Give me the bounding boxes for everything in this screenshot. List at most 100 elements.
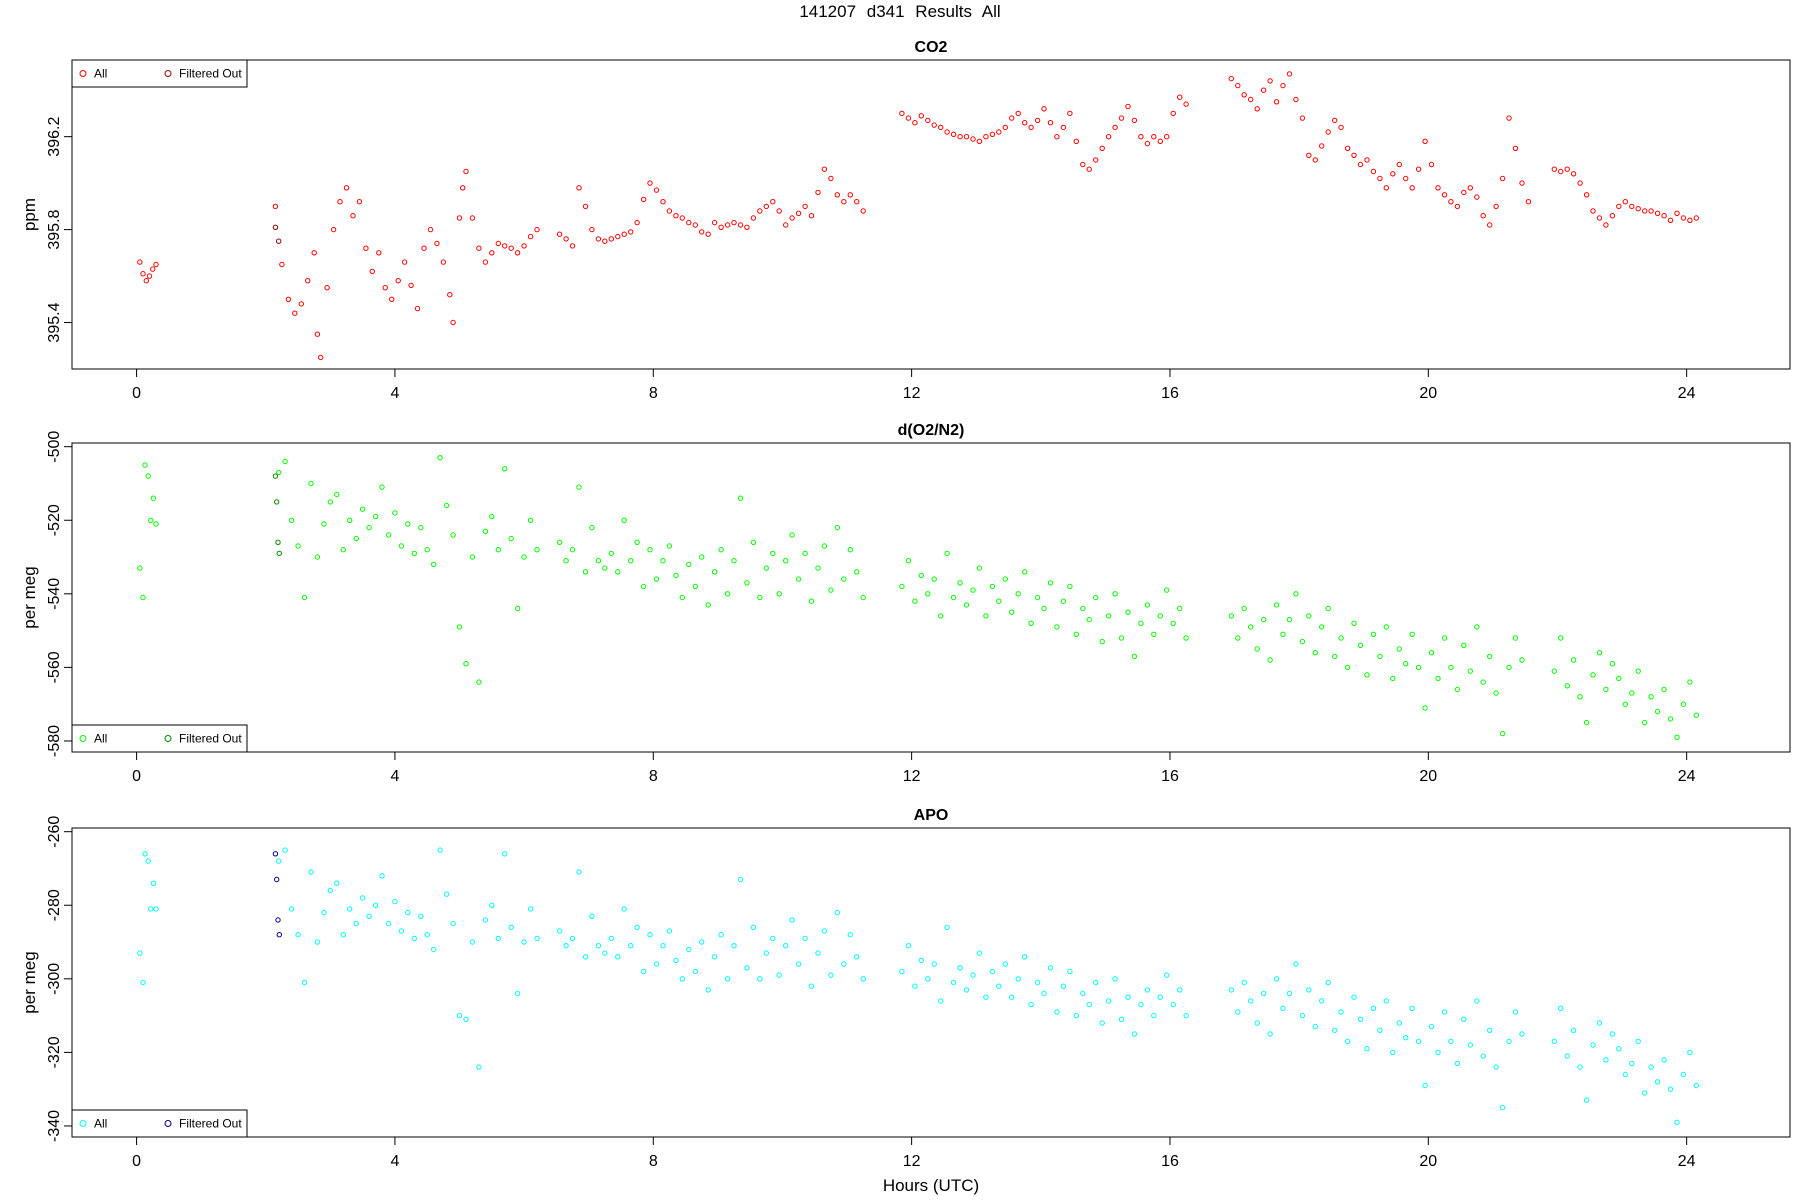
data-point-co2-all bbox=[1667, 217, 1674, 224]
data-point-o2n2-all bbox=[1558, 635, 1564, 641]
data-point-o2n2-all bbox=[569, 547, 576, 553]
data-point-apo-all bbox=[1499, 1104, 1506, 1111]
data-point-o2n2-all bbox=[1693, 712, 1700, 718]
data-point-o2n2-all bbox=[918, 572, 924, 579]
data-point-apo-filtered bbox=[275, 917, 281, 923]
data-point-o2n2-all bbox=[1086, 616, 1092, 623]
data-point-co2-all bbox=[489, 250, 495, 256]
data-point-co2-all bbox=[1028, 124, 1034, 131]
data-point-o2n2-all bbox=[469, 554, 476, 560]
data-point-co2-filtered bbox=[272, 224, 279, 231]
x-tick-label-apo: 20 bbox=[1419, 1153, 1437, 1170]
data-point-o2n2-all bbox=[527, 517, 534, 523]
data-point-co2-all bbox=[1564, 166, 1570, 172]
legend-marker-filtered-co2 bbox=[164, 70, 172, 77]
data-point-apo-all bbox=[1629, 1060, 1635, 1067]
data-point-apo-all bbox=[1635, 1038, 1641, 1045]
data-point-apo-all bbox=[534, 935, 540, 942]
y-tick-label-co2: 395.8 bbox=[46, 209, 63, 249]
data-point-o2n2-all bbox=[489, 513, 495, 520]
data-point-co2-all bbox=[1151, 134, 1157, 140]
data-point-co2-all bbox=[434, 240, 440, 247]
data-point-co2-all bbox=[1260, 87, 1267, 93]
data-point-apo-all bbox=[1312, 1023, 1319, 1030]
data-point-apo-all bbox=[724, 976, 731, 982]
legend-marker-all-o2n2 bbox=[79, 735, 87, 742]
data-point-apo-all bbox=[476, 1064, 482, 1070]
data-point-co2-all bbox=[1248, 96, 1254, 103]
data-point-o2n2-all bbox=[424, 547, 430, 553]
legend-marker-filtered-apo bbox=[164, 1120, 172, 1127]
data-point-co2-all bbox=[1403, 175, 1409, 182]
data-point-apo-all bbox=[647, 932, 653, 938]
y-axis-label-o2n2: per meg bbox=[20, 566, 39, 628]
data-point-o2n2-all bbox=[327, 499, 333, 505]
y-tick-label-apo: -260 bbox=[46, 816, 63, 848]
data-point-apo-all bbox=[808, 983, 815, 989]
data-point-o2n2-all bbox=[970, 587, 976, 593]
data-point-co2-all bbox=[1015, 110, 1021, 117]
legend-marker-all-co2 bbox=[79, 70, 87, 77]
data-point-apo-all bbox=[150, 880, 157, 886]
legend-label-filtered-apo: Filtered Out bbox=[179, 1117, 242, 1131]
data-point-co2-all bbox=[1170, 110, 1176, 117]
x-tick-label-o2n2: 4 bbox=[390, 768, 399, 785]
y-axis-label-apo: per meg bbox=[20, 951, 39, 1013]
y-tick-label-apo: -320 bbox=[46, 1036, 63, 1068]
data-point-apo-all bbox=[514, 990, 521, 997]
data-point-apo-all bbox=[653, 961, 660, 967]
data-point-o2n2-all bbox=[1041, 605, 1047, 612]
data-point-apo-all bbox=[1403, 1035, 1409, 1041]
data-point-apo-all bbox=[1661, 1057, 1667, 1063]
data-point-apo-all bbox=[989, 968, 996, 975]
data-point-co2-all bbox=[1448, 199, 1454, 205]
data-point-o2n2-all bbox=[1364, 672, 1370, 678]
data-point-co2-all bbox=[828, 175, 834, 182]
data-point-o2n2-all bbox=[1551, 668, 1558, 674]
data-point-apo-all bbox=[1493, 1064, 1499, 1070]
data-point-apo-all bbox=[1099, 1020, 1105, 1026]
data-point-o2n2-all bbox=[776, 591, 782, 597]
data-point-o2n2-all bbox=[763, 565, 769, 571]
data-point-co2-all bbox=[950, 131, 957, 138]
data-point-co2-all bbox=[1693, 215, 1700, 221]
data-point-o2n2-all bbox=[602, 565, 608, 571]
data-point-co2-all bbox=[1596, 215, 1603, 221]
data-point-o2n2-all bbox=[1622, 701, 1629, 707]
data-point-apo-all bbox=[582, 954, 589, 960]
panel-frame-co2 bbox=[71, 59, 1791, 370]
data-point-apo-all bbox=[508, 924, 514, 930]
data-point-apo-all bbox=[1519, 1031, 1525, 1037]
data-point-apo-all bbox=[1118, 1016, 1125, 1022]
data-point-apo-all bbox=[148, 906, 154, 912]
data-point-apo-all bbox=[1125, 994, 1131, 1000]
data-point-co2-all bbox=[137, 259, 143, 265]
data-point-apo-all bbox=[1273, 976, 1280, 982]
x-tick-label-apo: 4 bbox=[390, 1153, 399, 1170]
data-point-co2-all bbox=[1357, 161, 1364, 168]
data-point-apo-all bbox=[789, 917, 795, 923]
data-point-co2-all bbox=[1280, 82, 1286, 89]
data-point-co2-all bbox=[757, 208, 763, 214]
data-point-co2-all bbox=[343, 185, 350, 191]
data-point-apo-all bbox=[1144, 987, 1151, 993]
data-point-co2-all bbox=[1177, 94, 1183, 100]
data-point-apo-all bbox=[1015, 976, 1021, 982]
data-point-o2n2-filtered bbox=[276, 550, 282, 557]
data-point-o2n2-all bbox=[795, 576, 802, 582]
data-point-apo-all bbox=[834, 909, 840, 916]
data-point-co2-all bbox=[469, 215, 476, 221]
data-point-o2n2-all bbox=[1144, 602, 1151, 608]
data-point-o2n2-all bbox=[841, 576, 847, 582]
data-point-co2-all bbox=[841, 199, 847, 205]
y-tick-label-apo: -340 bbox=[46, 1110, 63, 1142]
data-point-o2n2-all bbox=[1499, 730, 1506, 737]
data-point-apo-all bbox=[327, 887, 333, 894]
data-point-co2-all bbox=[1415, 166, 1422, 172]
data-point-o2n2-all bbox=[957, 580, 963, 586]
data-point-apo-all bbox=[1512, 1009, 1519, 1015]
data-point-o2n2-all bbox=[1060, 598, 1067, 604]
data-point-co2-all bbox=[1609, 213, 1616, 219]
data-point-apo-all bbox=[595, 943, 602, 949]
data-point-o2n2-all bbox=[802, 550, 808, 557]
